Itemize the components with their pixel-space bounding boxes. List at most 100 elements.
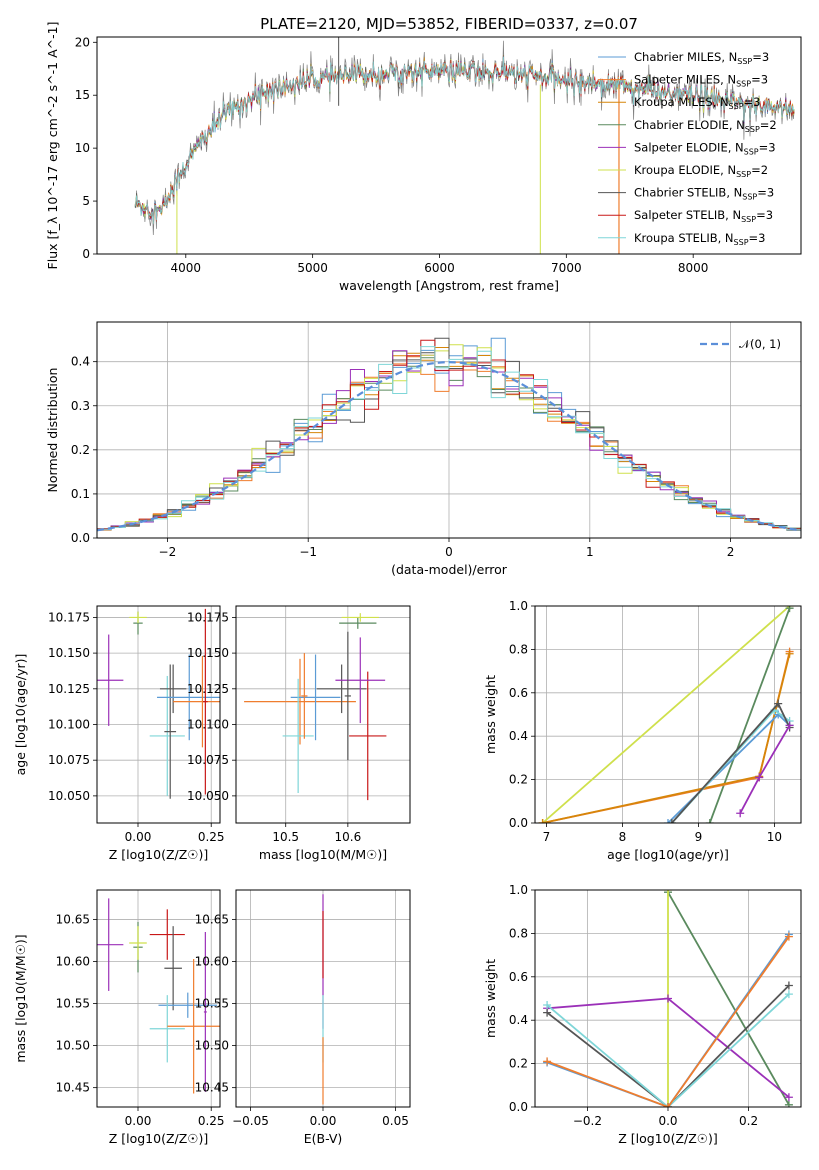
y-axis-label: Flux [f_λ 10^-17 erg cm^-2 s^-1 A^-1]	[45, 22, 60, 270]
weight-line-chabrier_elodie	[667, 891, 790, 1106]
legend-label: 𝒩(0, 1)	[739, 337, 781, 351]
weight-marker-kroupa_stelib	[784, 990, 793, 999]
weight-line-kroupa_elodie	[542, 606, 791, 823]
data-spectrum-line	[134, 40, 795, 236]
x-tick-label: 0.2	[739, 1114, 758, 1128]
x-tick-label: 1	[586, 545, 594, 559]
x-tick-label: 0	[445, 545, 453, 559]
x-tick-label: 0.00	[125, 830, 152, 844]
weight-marker-kroupa_elodie	[664, 890, 672, 894]
x-tick-label: 9	[695, 830, 703, 844]
x-axis-label: age [log10(age/yr)]	[607, 847, 729, 862]
weight-line-kroupa_stelib	[546, 993, 790, 1107]
weight-marker-salpeter_elodie	[784, 1093, 793, 1102]
axes-frame-mass_vs_Z	[96, 889, 221, 1108]
axes-frame-residuals	[96, 321, 802, 539]
legend-label-suffix: =3	[757, 186, 774, 200]
plot-area-mass_vs_Z	[97, 898, 220, 1094]
legend-label-sub: SSP	[729, 102, 744, 111]
weight-marker-chabrier_miles	[664, 819, 672, 823]
legend-label-sub: SSP	[744, 147, 759, 156]
legend-label-suffix: =3	[756, 208, 773, 222]
y-tick-label: 20	[75, 35, 90, 49]
y-axis-label: age [log10(age/yr)]	[13, 654, 28, 776]
y-tick-label: 10.175	[48, 610, 90, 624]
legend-label-main: Kroupa STELIB, N	[634, 231, 734, 245]
y-tick-label: 10.075	[48, 753, 90, 767]
legend-label: Salpeter STELIB, NSSP=3	[634, 208, 773, 224]
axes-frame-age_vs_mass	[235, 605, 411, 824]
y-tick-label: 10.65	[56, 912, 90, 926]
weight-marker-kroupa_stelib	[543, 1001, 552, 1010]
legend-label-sub: SSP	[741, 215, 756, 224]
legend-label-sub: SSP	[745, 125, 760, 134]
y-tick-label: 10.150	[48, 646, 90, 660]
x-axis-label: E(B-V)	[304, 1131, 343, 1146]
y-tick-label: 10.55	[195, 997, 229, 1011]
weight-marker-chabrier_stelib	[784, 981, 793, 990]
x-axis-label: (data-model)/error	[391, 562, 508, 577]
panel-age_vs_Z: 0.00 0.25 10.050 10.075 10.100 10.125 10.150 10…	[13, 606, 225, 862]
x-tick-label: 10	[767, 830, 782, 844]
y-tick-label: 0	[82, 247, 90, 261]
weight-line-chabrier_elodie	[708, 607, 791, 823]
weight-marker-kroupa_miles	[538, 819, 547, 823]
x-tick-label: 5000	[297, 261, 328, 275]
y-tick-label: 0.6	[509, 686, 528, 700]
legend-label-main: Chabrier ELODIE, N	[634, 118, 745, 132]
y-tick-label: 0.0	[509, 1100, 528, 1114]
y-tick-label: 10.150	[187, 646, 229, 660]
weight-marker-salpeter_elodie	[736, 809, 745, 818]
y-tick-label: 10.45	[56, 1081, 90, 1095]
y-tick-label: 10.50	[195, 1039, 229, 1053]
panel-spectrum: 4000 5000 6000 7000 8000 0 5 10 15 20 wavelength […	[45, 22, 708, 293]
y-tick-label: 10.60	[56, 954, 90, 968]
y-tick-label: 0.0	[509, 816, 528, 830]
legend-label-main: Kroupa ELODIE, N	[634, 163, 736, 177]
x-tick-label: 10.5	[272, 830, 299, 844]
x-tick-label: 10.6	[334, 830, 361, 844]
x-tick-label: 7	[543, 830, 551, 844]
y-tick-label: 0.1	[71, 487, 90, 501]
x-axis-label: Z [log10(Z/Z☉)]	[109, 1131, 209, 1146]
x-tick-label: 0.05	[382, 1114, 409, 1128]
weight-marker-chabrier_elodie	[785, 606, 794, 613]
y-tick-label: 10.65	[195, 912, 229, 926]
x-tick-label: 0.0	[658, 1114, 677, 1128]
weight-marker-chabrier_elodie	[784, 1100, 793, 1107]
weight-line-chabrier_stelib	[546, 984, 790, 1107]
y-axis-label: mass weight	[483, 675, 498, 754]
y-tick-label: 10.125	[48, 682, 90, 696]
plot-area-spectrum	[134, 37, 795, 254]
plot-area-massweight_vs_age	[538, 606, 794, 823]
axes-frame-age_vs_Z	[96, 605, 221, 824]
chart-title: PLATE=2120, MJD=53852, FIBERID=0337, z=0…	[260, 15, 638, 33]
x-tick-label: −2	[159, 545, 177, 559]
y-tick-label: 0.8	[509, 642, 528, 656]
legend-label-suffix: =3	[751, 73, 768, 87]
weight-marker-chabrier_elodie	[705, 819, 714, 823]
y-tick-label: 0.2	[71, 443, 90, 457]
legend-label-main: Salpeter STELIB, N	[634, 208, 741, 222]
weight-marker-salpeter_elodie	[785, 721, 794, 730]
weight-marker-salpeter_miles	[784, 932, 793, 941]
y-tick-label: 0.0	[71, 531, 90, 545]
weight-marker-kroupa_miles	[785, 649, 794, 658]
y-tick-label: 10.60	[195, 954, 229, 968]
legend-label-suffix: =3	[752, 50, 769, 64]
y-axis-label: mass weight	[483, 959, 498, 1038]
y-tick-label: 0.2	[509, 773, 528, 787]
plot-area-residuals	[97, 337, 801, 532]
y-tick-label: 0.6	[509, 970, 528, 984]
x-tick-label: 7000	[551, 261, 582, 275]
x-tick-label: −0.05	[232, 1114, 269, 1128]
y-tick-label: 0.8	[509, 926, 528, 940]
y-tick-label: 1.0	[509, 883, 528, 897]
legend-label-main: Salpeter ELODIE, N	[634, 140, 744, 154]
y-tick-label: 0.4	[509, 1013, 528, 1027]
legend-label-sub: SSP	[736, 170, 751, 179]
plot-area-massweight_vs_Z	[543, 890, 793, 1107]
